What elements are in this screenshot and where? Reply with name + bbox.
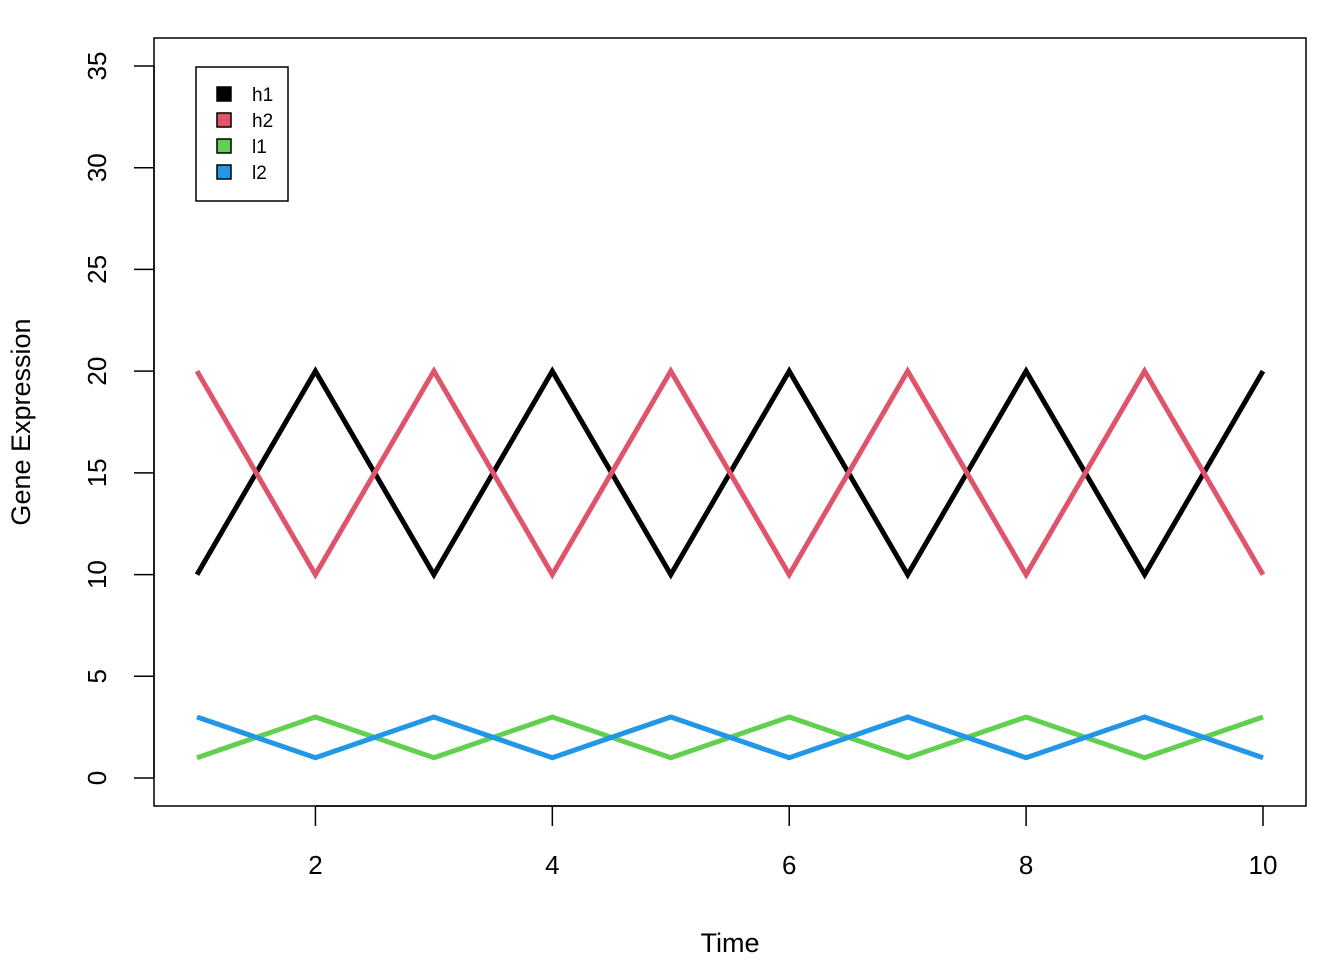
- legend-label-l1: l1: [252, 137, 267, 158]
- x-tick-label: 6: [782, 850, 796, 880]
- legend-swatch-l2: [216, 164, 232, 180]
- legend-label-h1: h1: [252, 85, 273, 106]
- series-layer: [194, 366, 1266, 761]
- legend-label-l2: l2: [252, 163, 267, 184]
- y-tick-label: 25: [82, 255, 112, 284]
- y-tick-label: 15: [82, 458, 112, 487]
- x-tick-label: 8: [1019, 850, 1033, 880]
- x-axis-title: Time: [701, 928, 760, 958]
- y-tick-label: 30: [82, 153, 112, 182]
- y-axis-title: Gene Expression: [6, 318, 36, 525]
- legend-swatch-h1: [216, 86, 232, 102]
- x-tick-label: 10: [1249, 850, 1278, 880]
- legend: h1 h2 l1 l2: [195, 66, 289, 202]
- x-axis: 2 4 6 8 10: [308, 805, 1278, 880]
- y-tick-label: 35: [82, 52, 112, 81]
- series-line-h2: [194, 366, 1266, 580]
- x-tick-label: 4: [545, 850, 559, 880]
- y-tick-label: 0: [82, 771, 112, 785]
- legend-swatch-l1: [216, 138, 232, 154]
- y-tick-label: 5: [82, 669, 112, 683]
- legend-swatch-h2: [216, 112, 232, 128]
- x-tick-label: 2: [308, 850, 322, 880]
- y-tick-label: 10: [82, 560, 112, 589]
- plot-frame: [153, 37, 1307, 807]
- series-line-l2: [196, 714, 1264, 761]
- y-axis: 0 5 10 15 20 25 30 35: [82, 52, 155, 785]
- legend-box: [195, 66, 289, 202]
- y-tick-label: 20: [82, 357, 112, 386]
- legend-label-h2: h2: [252, 111, 273, 132]
